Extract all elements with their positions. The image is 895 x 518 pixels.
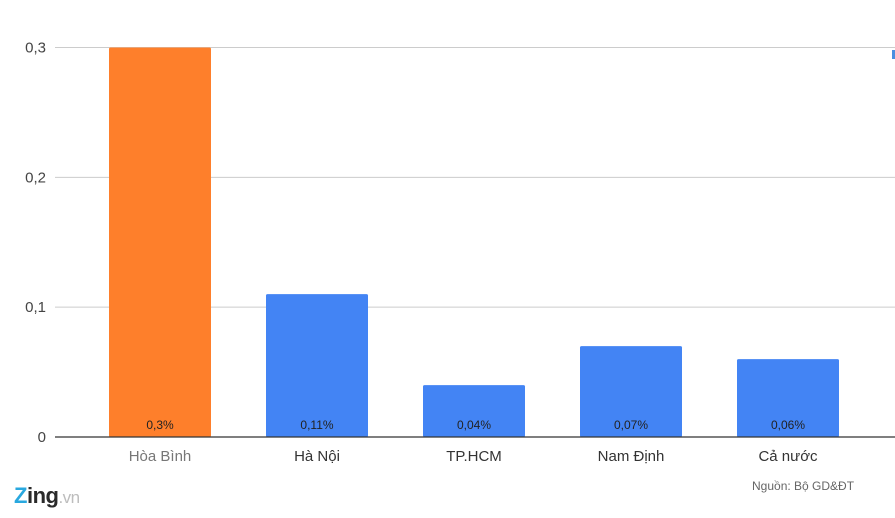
data-label: 0,11% — [300, 418, 333, 432]
source-note: Nguồn: Bộ GD&ĐT — [752, 479, 855, 493]
bar — [423, 385, 525, 437]
logo-suffix: .vn — [58, 488, 80, 507]
bar — [109, 47, 211, 437]
data-label: 0,06% — [771, 418, 805, 432]
y-tick-label: 0,1 — [25, 299, 46, 316]
data-label: 0,3% — [146, 418, 174, 432]
data-label: 0,04% — [457, 418, 491, 432]
logo-text: ing — [26, 483, 59, 508]
x-tick-label: Cả nước — [758, 448, 818, 465]
x-tick-label: Hòa Bình — [129, 448, 192, 465]
data-label: 0,07% — [614, 418, 648, 432]
logo-letter: Z — [14, 483, 27, 508]
bar — [580, 346, 682, 437]
x-tick-label: Nam Định — [598, 448, 665, 465]
bar — [266, 294, 368, 437]
y-tick-label: 0 — [38, 429, 46, 446]
x-tick-label: Hà Nội — [294, 448, 340, 465]
x-tick-label: TP.HCM — [446, 448, 502, 465]
edge-marker — [892, 50, 895, 59]
bar — [737, 359, 839, 437]
y-tick-label: 0,3 — [25, 40, 46, 57]
zing-logo: Zing.vn — [14, 483, 80, 509]
y-tick-label: 0,2 — [25, 169, 46, 186]
